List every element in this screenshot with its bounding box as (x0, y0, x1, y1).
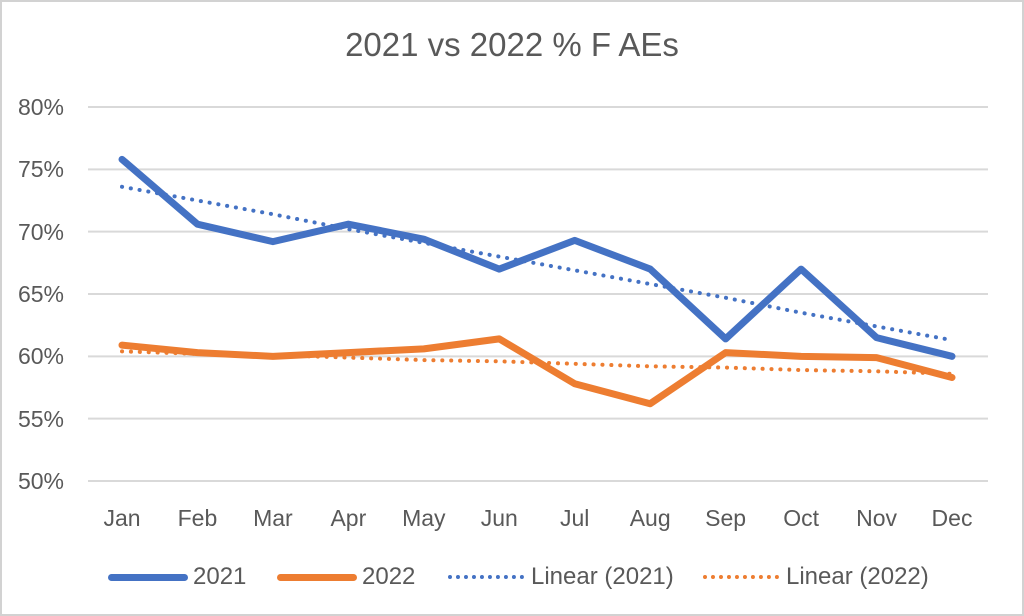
x-axis-tick-label: May (402, 505, 446, 531)
legend-item-2021: 2021 (108, 562, 246, 592)
legend-label: Linear (2021) (531, 563, 674, 590)
x-axis-tick-label: Aug (629, 505, 671, 531)
legend-label: 2021 (193, 563, 247, 590)
x-axis-tick-label: Feb (177, 505, 218, 531)
x-axis-tick-label: Oct (783, 505, 819, 531)
series-line-2021 (118, 155, 956, 360)
legend-label: 2022 (362, 563, 416, 590)
y-axis-tick-label: 55% (17, 405, 64, 432)
y-axis-tick-label: 65% (17, 281, 64, 307)
x-axis-tick-label: Apr (330, 505, 367, 531)
y-axis-tick-label: 60% (17, 343, 64, 370)
y-axis-tick-label: 70% (17, 218, 64, 245)
y-axis-tick-label: 80% (17, 94, 64, 120)
x-axis-tick-label: Jul (560, 505, 590, 531)
legend-item-linear-2022-: Linear (2022) (703, 562, 929, 592)
chart-title: 2021 vs 2022 % F AEs (345, 26, 679, 63)
series-line-linear-2021- (120, 184, 954, 343)
y-axis-tick-label: 75% (17, 156, 64, 183)
x-axis-tick-label: Jun (480, 505, 518, 531)
legend-swatch-dotted-line (703, 575, 779, 579)
series-line-2022 (118, 335, 956, 408)
x-axis-tick-label: Mar (253, 505, 293, 531)
x-axis-tick-label: Dec (931, 505, 973, 531)
x-axis-tick-label: Nov (856, 505, 897, 531)
legend-swatch-solid-line (108, 573, 188, 581)
legend-label: Linear (2022) (786, 563, 929, 590)
x-axis-tick-label: Jan (103, 505, 141, 531)
x-axis-tick-label: Sep (705, 505, 747, 531)
legend-item-2022: 2022 (277, 562, 415, 592)
chart-legend: 2021 2022 Linear (2021) Linear (2022) (2, 562, 1022, 596)
legend-swatch-solid-line (277, 573, 357, 581)
legend-item-linear-2021-: Linear (2021) (448, 562, 674, 592)
legend-swatch-dotted-line (448, 575, 524, 579)
y-axis-tick-label: 50% (17, 468, 64, 494)
